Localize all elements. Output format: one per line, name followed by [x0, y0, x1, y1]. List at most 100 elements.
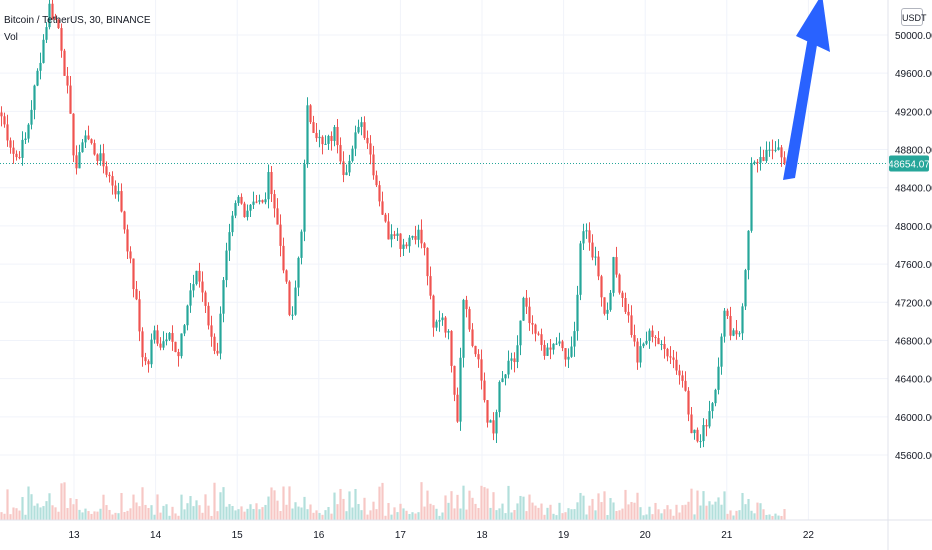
- time-axis[interactable]: 13 14 15 16 17 18 19 20 21 22: [0, 519, 932, 541]
- volume-bar: [414, 513, 417, 520]
- candle-body: [192, 284, 195, 291]
- candle-body: [768, 149, 771, 151]
- volume-bar: [165, 504, 168, 520]
- volume-bar: [36, 503, 39, 520]
- volume-bar: [690, 488, 693, 520]
- candle-body: [639, 346, 642, 363]
- candle-body: [474, 345, 477, 355]
- candle-body: [654, 337, 657, 339]
- candle-body: [657, 338, 660, 345]
- volume-bar: [381, 482, 384, 520]
- volume-bar: [552, 513, 555, 520]
- candle-body: [141, 331, 144, 358]
- candle-body: [120, 191, 123, 212]
- candle-body: [549, 347, 552, 350]
- candle-body: [426, 247, 429, 277]
- volume-bar: [636, 492, 639, 520]
- volume-bar: [96, 511, 99, 520]
- candle-body: [528, 306, 531, 324]
- candle-body: [69, 85, 72, 114]
- volume-bar: [666, 505, 669, 520]
- volume-bar: [48, 493, 51, 520]
- candle-body: [600, 276, 603, 298]
- volume-bar: [288, 486, 291, 520]
- volume-bar: [609, 498, 612, 520]
- candle-body: [765, 149, 768, 161]
- candle-body: [342, 161, 345, 176]
- volume-bar: [447, 502, 450, 520]
- candle-body: [780, 147, 783, 158]
- volume-bar: [555, 515, 558, 520]
- last-price-tag: 48654.07: [888, 155, 930, 172]
- candle-body: [774, 149, 777, 151]
- volume-bar: [573, 509, 576, 520]
- candle-body: [348, 160, 351, 173]
- candle-body: [180, 333, 183, 357]
- volume-bar: [669, 509, 672, 520]
- volume-bar: [333, 492, 336, 520]
- volume-bar: [687, 501, 690, 520]
- candle-body: [618, 274, 621, 293]
- candle-body: [420, 229, 423, 244]
- volume-bar: [396, 512, 399, 520]
- price-axis[interactable]: 45600.00 46000.00 46400.00 46800.00 47200.00…: [887, 0, 932, 550]
- volume-bar: [366, 514, 369, 520]
- volume-bar: [771, 515, 774, 520]
- volume-indicator-label: Vol: [4, 32, 18, 43]
- volume-bar: [480, 485, 483, 520]
- volume-bar: [357, 504, 360, 520]
- volume-bar: [546, 507, 549, 520]
- candle-body: [375, 175, 378, 186]
- volume-bar: [177, 515, 180, 520]
- candle-body: [504, 374, 507, 379]
- volume-bar: [714, 501, 717, 520]
- volume-bar: [468, 490, 471, 520]
- volume-bar: [618, 510, 621, 520]
- candle-body: [687, 390, 690, 415]
- candle-body: [675, 359, 678, 371]
- up-arrow-drawing-icon[interactable]: [783, 0, 830, 180]
- candle-body: [243, 203, 246, 218]
- time-tick-label: 21: [721, 530, 733, 541]
- volume-bar: [129, 508, 132, 520]
- volume-bar: [702, 491, 705, 520]
- volume-bar: [15, 508, 18, 520]
- candle-body: [291, 314, 294, 316]
- volume-bar: [9, 514, 12, 520]
- volume-bar: [195, 500, 198, 520]
- candle-body: [444, 317, 447, 333]
- candle-body: [9, 140, 12, 148]
- volume-bar: [462, 485, 465, 520]
- volume-bar: [351, 507, 354, 520]
- time-tick-label: 20: [640, 530, 652, 541]
- volume-bar: [456, 494, 459, 520]
- volume-bar: [603, 491, 606, 520]
- candle-body: [24, 138, 27, 140]
- volume-bar: [99, 508, 102, 520]
- volume-bar: [342, 498, 345, 520]
- volume-bar: [120, 492, 123, 520]
- candle-body: [315, 132, 318, 139]
- candle-body: [552, 343, 555, 350]
- candle-body: [534, 324, 537, 334]
- currency-button[interactable]: USDT: [901, 8, 927, 26]
- volume-bar: [744, 504, 747, 520]
- volume-bar: [426, 490, 429, 520]
- volume-bar: [201, 512, 204, 520]
- candle-body: [570, 346, 573, 357]
- candle-body: [678, 370, 681, 376]
- candle-body: [78, 152, 81, 169]
- candle-body: [384, 214, 387, 222]
- volume-bar: [780, 515, 783, 520]
- candle-body: [696, 429, 699, 442]
- candle-body: [318, 136, 321, 139]
- candle-body: [663, 343, 666, 349]
- volume-bar: [180, 494, 183, 520]
- volume-bar: [81, 512, 84, 520]
- volume-bar: [213, 482, 216, 520]
- volume-bar: [726, 513, 729, 520]
- candle-body: [18, 157, 21, 159]
- candle-body: [555, 343, 558, 345]
- volume-bar: [774, 513, 777, 520]
